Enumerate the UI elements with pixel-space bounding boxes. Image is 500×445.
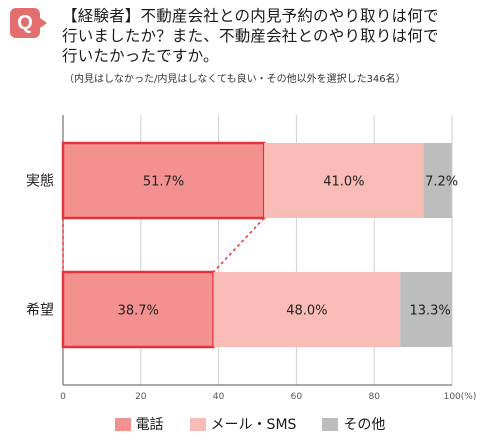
data-label-mail: 41.0% — [323, 175, 364, 190]
question-title: 【経験者】不動産会社との内見予約のやり取りは何で 行いましたか？また、不動産会社… — [62, 6, 492, 66]
bar-mail — [264, 143, 424, 218]
legend-swatch-phone — [114, 417, 131, 431]
bar-mail — [213, 272, 401, 347]
connector-line-right — [212, 217, 265, 273]
data-label-other: 7.2% — [425, 175, 458, 190]
legend-item-phone: 電話 — [114, 414, 164, 434]
question-badge: Q — [10, 8, 47, 38]
x-tick-label: 80 — [368, 392, 380, 402]
x-tick-label: 60 — [291, 392, 303, 402]
legend-label-mail: メール・SMS — [210, 417, 297, 433]
legend-label-phone: 電話 — [135, 417, 164, 433]
bar-phone — [61, 141, 266, 220]
question-title-line-2: 行いましたか？また、不動産会社とのやり取りは何で — [62, 27, 439, 45]
legend-swatch-mail — [189, 417, 206, 431]
legend-label-other: その他 — [343, 417, 386, 433]
data-label-other: 13.3% — [409, 304, 450, 319]
bar-other — [423, 143, 452, 218]
bar-other — [400, 272, 452, 347]
data-label-mail: 48.0% — [286, 304, 327, 319]
legend-item-mail: メール・SMS — [189, 414, 297, 434]
question-title-line-3: 行いたかったですか。 — [62, 47, 219, 65]
chart-legend: 電話 メール・SMS その他 — [0, 414, 500, 434]
x-tick-label: 40 — [213, 392, 225, 402]
legend-item-other: その他 — [322, 414, 385, 434]
legend-swatch-other — [322, 417, 339, 431]
category-label: 希望 — [26, 303, 54, 319]
x-tick-label: 20 — [135, 392, 147, 402]
category-label: 実態 — [26, 174, 54, 190]
stacked-bar-chart: 0 20 40 60 80 100(%) 51.7% 41.0% 7.2% 実態 38.7% 48.0… — [26, 115, 477, 402]
x-tick-label: 100(%) — [444, 392, 477, 402]
respondent-note: （内見はしなかった/内見はしなくても良い・その他以外を選択した346名） — [64, 74, 406, 85]
question-title-line-1: 【経験者】不動産会社との内見予約のやり取りは何で — [62, 7, 439, 25]
data-label-phone: 38.7% — [118, 304, 159, 319]
bar-phone — [61, 270, 215, 349]
data-label-phone: 51.7% — [143, 175, 184, 190]
x-tick-label: 0 — [60, 392, 66, 402]
